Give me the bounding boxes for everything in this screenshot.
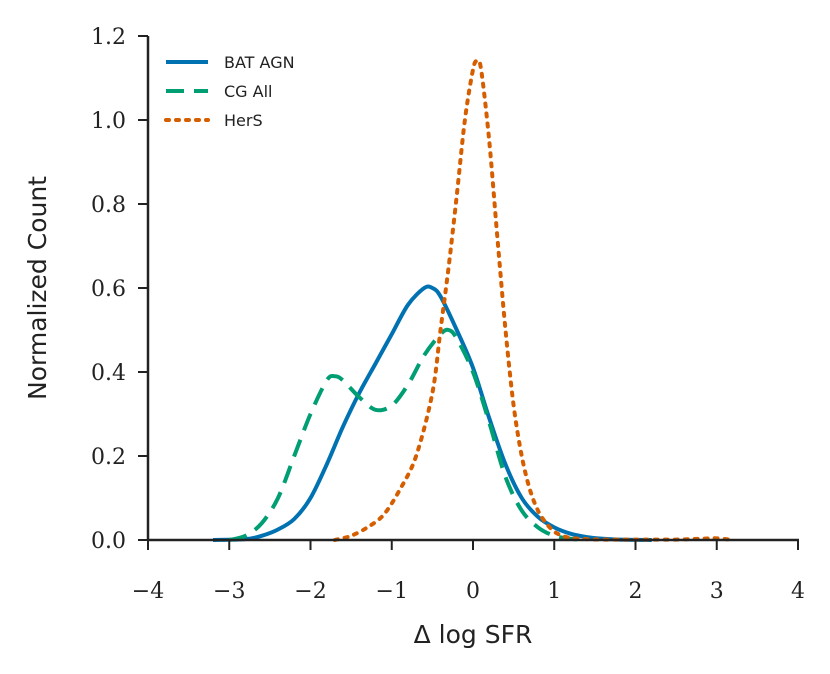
y-tick-label: 1.2 xyxy=(91,25,126,50)
series-line-hers xyxy=(332,58,735,542)
x-tick-label: 3 xyxy=(710,579,724,604)
y-tick-label: 0.6 xyxy=(91,277,126,302)
series-line-bat-agn xyxy=(212,284,652,542)
x-tick-label: 1 xyxy=(547,579,561,604)
x-tick-label: 2 xyxy=(629,579,643,604)
y-tick-label: 0.2 xyxy=(91,445,126,470)
plot-area xyxy=(212,58,735,542)
x-axis-label: Δ log SFR xyxy=(414,620,533,649)
x-tick-label: −2 xyxy=(294,579,326,604)
legend-label: HerS xyxy=(224,111,263,130)
y-tick-label: 0.4 xyxy=(91,361,126,386)
x-tick-label: −3 xyxy=(213,579,245,604)
y-tick-label: 1.0 xyxy=(91,109,126,134)
legend: BAT AGN CG All HerS xyxy=(164,53,295,130)
x-tick-label: −4 xyxy=(132,579,164,604)
legend-label: CG All xyxy=(224,82,273,101)
x-tick-label: −1 xyxy=(376,579,408,604)
y-axis-label: Normalized Count xyxy=(23,176,52,400)
series-line-cg-all xyxy=(228,327,587,542)
x-tick-label: 4 xyxy=(791,579,805,604)
y-tick-label: 0.0 xyxy=(91,529,126,554)
axes: −4 −3 −2 −1 0 1 2 3 4 0.0 0.2 0.4 0.6 0.8 1.0 1.2 xyxy=(91,25,805,604)
x-tick-label: 0 xyxy=(466,579,480,604)
legend-label: BAT AGN xyxy=(224,53,295,72)
y-tick-label: 0.8 xyxy=(91,193,126,218)
